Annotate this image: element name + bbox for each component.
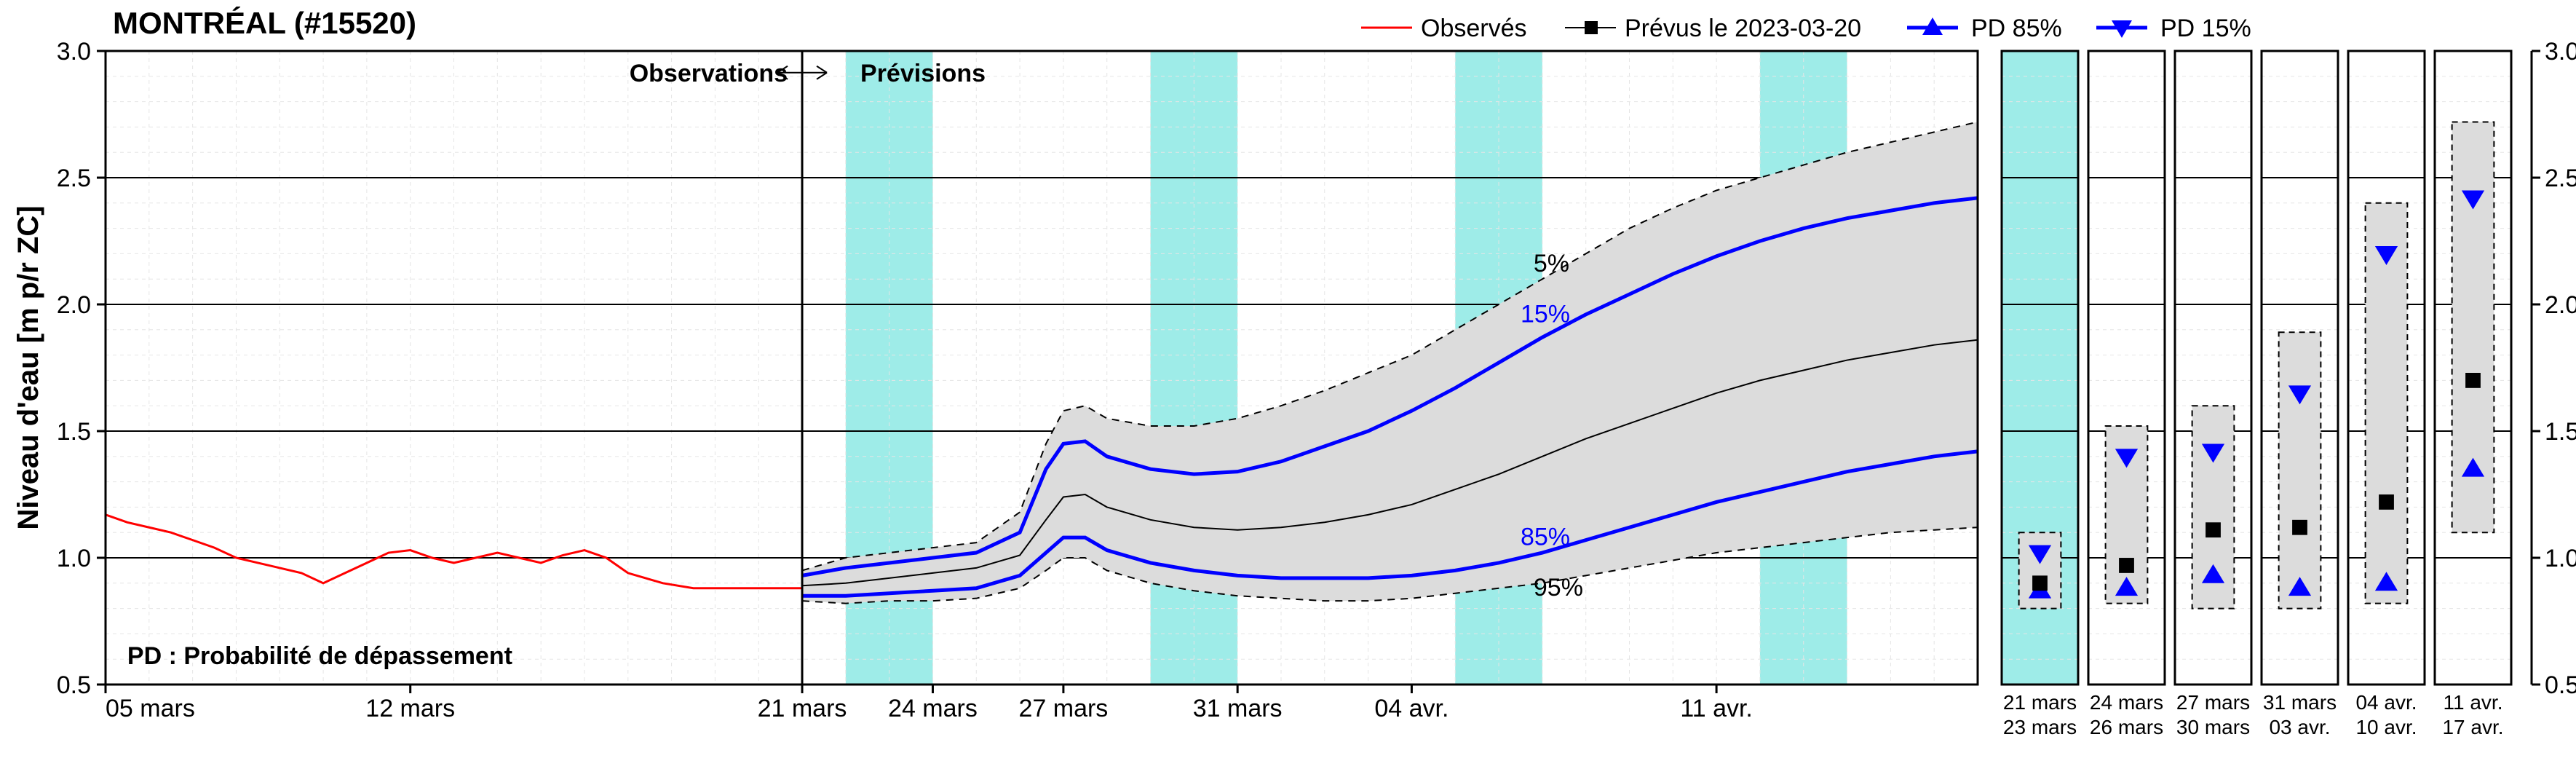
forecast-panel [2262,51,2338,685]
previsions-label: Prévisions [860,60,986,87]
ytick-label: 2.5 [57,165,91,192]
panel-label-bot: 23 mars [2003,716,2077,738]
ytick-label-right: 2.0 [2545,291,2576,319]
pct-label-pc85: 85% [1521,524,1570,551]
panel-label-bot: 26 mars [2090,716,2163,738]
panel-median-marker [2032,575,2048,591]
xtick-label: 12 mars [365,695,455,722]
ytick-label-right: 1.5 [2545,418,2576,446]
panel-label-top: 31 mars [2263,691,2337,714]
xtick-label: 31 mars [1193,695,1283,722]
chart-svg: Observations Prévisions 5% 15% 85% 95% PD : Pr… [0,0,2576,777]
forecast-panel [2348,51,2425,685]
chart-title: MONTRÉAL (#15520) [113,6,416,40]
xtick-label: 24 mars [888,695,978,722]
y-axis-label: Niveau d'eau [m p/r ZC] [12,205,44,529]
legend-forecast-label: Prévus le 2023-03-20 [1625,15,1861,42]
main-plot [106,51,1978,685]
ytick-label: 1.0 [57,545,91,572]
pct-label-pc5: 5% [1534,250,1569,277]
forecast-panel [2088,51,2165,685]
panel-median-marker [2379,494,2394,510]
pd-note: PD : Probabilité de dépassement [127,642,512,670]
legend-forecast-swatch [1585,21,1598,34]
xtick-label: 05 mars [106,695,195,722]
panel-envelope [2279,332,2321,608]
legend-pd85-label: PD 85% [1971,15,2062,42]
panel-median-marker [2292,520,2307,535]
forecast-panel [2175,51,2251,685]
forecast-panel [2435,51,2511,685]
panel-label-bot: 10 avr. [2355,716,2417,738]
panel-label-top: 21 mars [2003,691,2077,714]
legend-pd15-label: PD 15% [2160,15,2251,42]
ytick-label: 0.5 [57,671,91,699]
forecast-panel [2002,51,2078,685]
pct-label-pc95: 95% [1534,574,1583,602]
ytick-label: 2.0 [57,291,91,319]
ytick-label: 1.5 [57,418,91,446]
panel-label-top: 04 avr. [2355,691,2417,714]
panel-label-top: 27 mars [2176,691,2250,714]
xtick-label: 04 avr. [1374,695,1448,722]
panel-median-marker [2465,373,2481,388]
ytick-label-right: 0.5 [2545,671,2576,699]
panel-median-marker [2119,558,2134,573]
panel-label-bot: 17 avr. [2442,716,2503,738]
observations-label: Observations [630,60,788,87]
legend-observed-label: Observés [1421,15,1527,42]
pct-label-pc15: 15% [1521,300,1570,328]
panel-label-top: 24 mars [2090,691,2163,714]
panel-label-bot: 30 mars [2176,716,2250,738]
panel-median-marker [2206,522,2221,537]
xtick-label: 27 mars [1018,695,1108,722]
panel-label-bot: 03 avr. [2269,716,2330,738]
ytick-label: 3.0 [57,38,91,66]
xtick-label: 11 avr. [1680,695,1753,722]
panel-label-top: 11 avr. [2444,691,2503,714]
ytick-label-right: 3.0 [2545,38,2576,66]
xtick-label: 21 mars [758,695,847,722]
ytick-label-right: 2.5 [2545,165,2576,192]
ytick-label-right: 1.0 [2545,545,2576,572]
